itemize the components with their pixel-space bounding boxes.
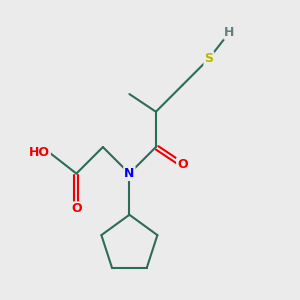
Text: O: O <box>177 158 188 171</box>
Text: O: O <box>71 202 82 215</box>
Text: HO: HO <box>29 146 50 159</box>
Text: S: S <box>204 52 213 65</box>
Text: H: H <box>224 26 235 39</box>
Text: N: N <box>124 167 135 180</box>
